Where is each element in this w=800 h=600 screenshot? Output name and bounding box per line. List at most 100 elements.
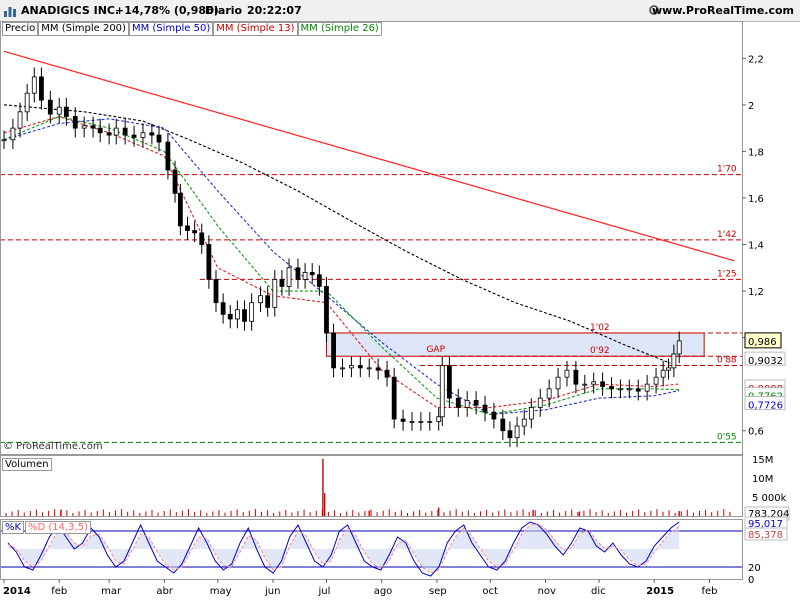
candle-body: [349, 365, 354, 369]
stoch-tick-label: 0: [748, 575, 754, 586]
candle-body: [609, 386, 614, 390]
x-tick-label: jun: [264, 586, 280, 597]
last-price-box: [744, 332, 782, 349]
candle-body: [366, 367, 372, 370]
legend-ma200[interactable]: MM (Simple 200): [38, 22, 129, 36]
legend-ma50[interactable]: MM (Simple 50): [128, 22, 214, 36]
price-tick-label: 0,6: [748, 427, 764, 438]
candle-body: [122, 127, 128, 136]
candle-body: [272, 279, 278, 308]
level-label: 1'02: [590, 323, 610, 333]
candle-body: [455, 397, 461, 408]
candle-body: [165, 141, 171, 171]
candle-body: [555, 376, 561, 390]
x-tick-label: 2014: [3, 586, 31, 597]
settings-icon[interactable]: [648, 4, 660, 16]
candle-body: [357, 365, 363, 369]
legend-bar: Precio MM (Simple 200) MM (Simple 50) MM…: [2, 22, 382, 36]
x-tick-label: ago: [374, 586, 393, 597]
stoch-value-label: 95,017: [748, 519, 783, 530]
candle-body: [17, 111, 23, 129]
candle-body: [249, 302, 255, 322]
candle-body: [464, 400, 470, 408]
candle-body: [671, 353, 677, 369]
copyright-label: © ProRealTime.com: [3, 441, 103, 452]
candle-body: [626, 388, 632, 391]
candle-body: [591, 381, 597, 385]
candle-body: [666, 367, 671, 371]
candle-body: [316, 274, 322, 287]
stoch-d-label: %D (14,3,5): [25, 521, 91, 534]
ma-value-box: [744, 351, 786, 366]
x-tick-label: mar: [101, 586, 122, 597]
candle-body: [600, 381, 606, 387]
legend-ma26[interactable]: MM (Simple 26): [297, 22, 382, 36]
price-panel-frame: [0, 21, 743, 455]
candle-body: [436, 416, 442, 422]
candle-body: [81, 125, 87, 129]
candle-body: [384, 369, 390, 378]
x-tick-label: feb: [701, 586, 717, 597]
x-tick-label: dic: [591, 586, 606, 597]
candle-body: [213, 279, 219, 304]
level-label: 0'55: [717, 432, 737, 442]
candle-body: [227, 313, 233, 320]
volume-value-label: 783.204: [748, 509, 789, 520]
price-tick-label: 2,2: [748, 54, 764, 65]
axes: [0, 21, 746, 583]
ma26-line: [3, 115, 680, 415]
candle-body: [528, 407, 534, 420]
candle-body: [56, 106, 62, 115]
candle-body: [500, 418, 506, 432]
instrument-title: ANADIGICS INC.: [21, 4, 120, 17]
candle-body: [309, 272, 315, 276]
volume-panel-frame: [0, 455, 743, 517]
candle-body: [340, 367, 345, 370]
candle-body: [177, 192, 183, 227]
level-label: 0'92: [590, 346, 610, 356]
stoch-d-line: [7, 523, 680, 574]
candle-body: [618, 388, 623, 391]
candle-body: [90, 125, 96, 129]
candle-body: [185, 225, 190, 231]
candle-body: [324, 285, 329, 334]
period-label: Diario: [205, 4, 243, 17]
bar-chart-icon[interactable]: [3, 4, 17, 18]
candle-body: [446, 365, 452, 399]
stochastic-lines: [0, 521, 742, 577]
candle-body: [546, 388, 552, 399]
stoch-k-label: %K: [2, 521, 25, 534]
x-tick-label: feb: [51, 586, 67, 597]
candle-body: [39, 76, 44, 101]
candle-body: [400, 418, 406, 422]
legend-ma13[interactable]: MM (Simple 13): [213, 22, 298, 36]
x-tick-label: oct: [482, 586, 498, 597]
price-tick-label: 1,6: [748, 194, 764, 205]
candle-body: [564, 369, 570, 378]
candle-body: [242, 309, 247, 322]
gap-label: GAP: [426, 345, 445, 355]
candle-body: [31, 76, 37, 94]
candle-body: [156, 134, 162, 143]
candle-body: [234, 309, 240, 320]
x-tick-label: sep: [429, 586, 447, 597]
level-label: 1'25: [717, 269, 737, 279]
candle-body: [521, 418, 527, 427]
right-value-label: 0,986: [748, 337, 777, 348]
candle-body: [97, 127, 103, 134]
time-label: 20:22:07: [247, 4, 302, 17]
candle-body: [192, 230, 198, 234]
gap-zone: GAP: [325, 332, 705, 357]
price-candles: [1, 67, 682, 448]
candle-body: [375, 367, 381, 371]
candle-body: [482, 404, 488, 413]
ma13-line: [3, 115, 680, 408]
candle-body: [653, 376, 659, 385]
level-label: 1'42: [717, 230, 737, 240]
candle-body: [1, 139, 7, 142]
chart-svg[interactable]: GAP 1'70 1'42 1'25 1'02 0'92 0'88 0'55 2,2 2 1,8…: [0, 21, 800, 600]
candle-body: [113, 127, 119, 136]
candle-body: [473, 400, 479, 406]
legend-price[interactable]: Precio: [2, 22, 39, 36]
candle-body: [279, 279, 285, 287]
